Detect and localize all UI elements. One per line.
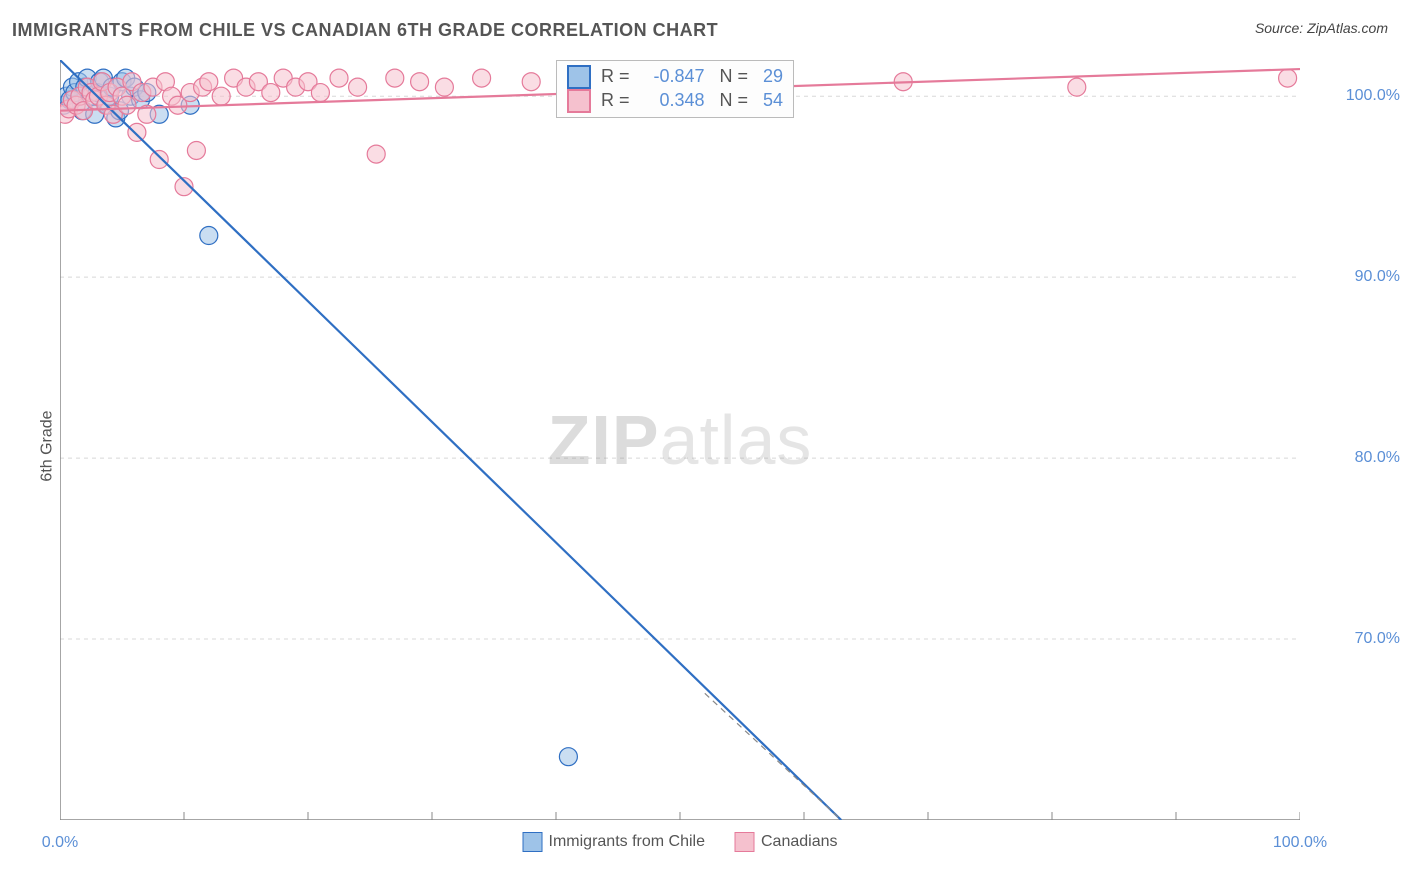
r-value: -0.847: [635, 66, 705, 87]
n-prefix: N =: [720, 90, 754, 110]
chart-source: Source: ZipAtlas.com: [1255, 20, 1388, 36]
r-value: 0.348: [635, 90, 705, 111]
n-value: 29: [753, 66, 783, 87]
r-box-row: R = 0.348 N = 54: [567, 89, 783, 113]
correlation-legend-box: R = -0.847 N = 29R = 0.348 N = 54: [556, 60, 794, 118]
chart-title: IMMIGRANTS FROM CHILE VS CANADIAN 6TH GR…: [12, 20, 718, 41]
r-prefix: R =: [601, 66, 635, 86]
r-swatch: [567, 65, 591, 89]
x-tick-left: 0.0%: [42, 834, 78, 852]
legend-item: Canadians: [735, 832, 838, 852]
legend-bottom: Immigrants from Chile Canadians: [523, 832, 838, 852]
plot-svg: [60, 60, 1300, 820]
correlation-chart: IMMIGRANTS FROM CHILE VS CANADIAN 6TH GR…: [0, 0, 1406, 892]
y-tick-label: 70.0%: [1310, 630, 1400, 648]
legend-label: Immigrants from Chile: [549, 833, 705, 850]
plot-area: ZIPatlas R = -0.847 N = 29R = 0.348 N = …: [60, 60, 1300, 820]
y-axis-label: 6th Grade: [39, 410, 57, 481]
legend-label: Canadians: [761, 833, 838, 850]
n-value: 54: [753, 90, 783, 111]
y-tick-label: 90.0%: [1310, 268, 1400, 286]
legend-swatch: [735, 832, 755, 852]
n-prefix: N =: [720, 66, 754, 86]
x-tick-right: 100.0%: [1273, 834, 1327, 852]
y-tick-label: 100.0%: [1310, 87, 1400, 105]
y-tick-label: 80.0%: [1310, 449, 1400, 467]
legend-swatch: [523, 832, 543, 852]
r-prefix: R =: [601, 90, 635, 110]
legend-item: Immigrants from Chile: [523, 832, 705, 852]
r-box-row: R = -0.847 N = 29: [567, 65, 783, 89]
r-swatch: [567, 89, 591, 113]
